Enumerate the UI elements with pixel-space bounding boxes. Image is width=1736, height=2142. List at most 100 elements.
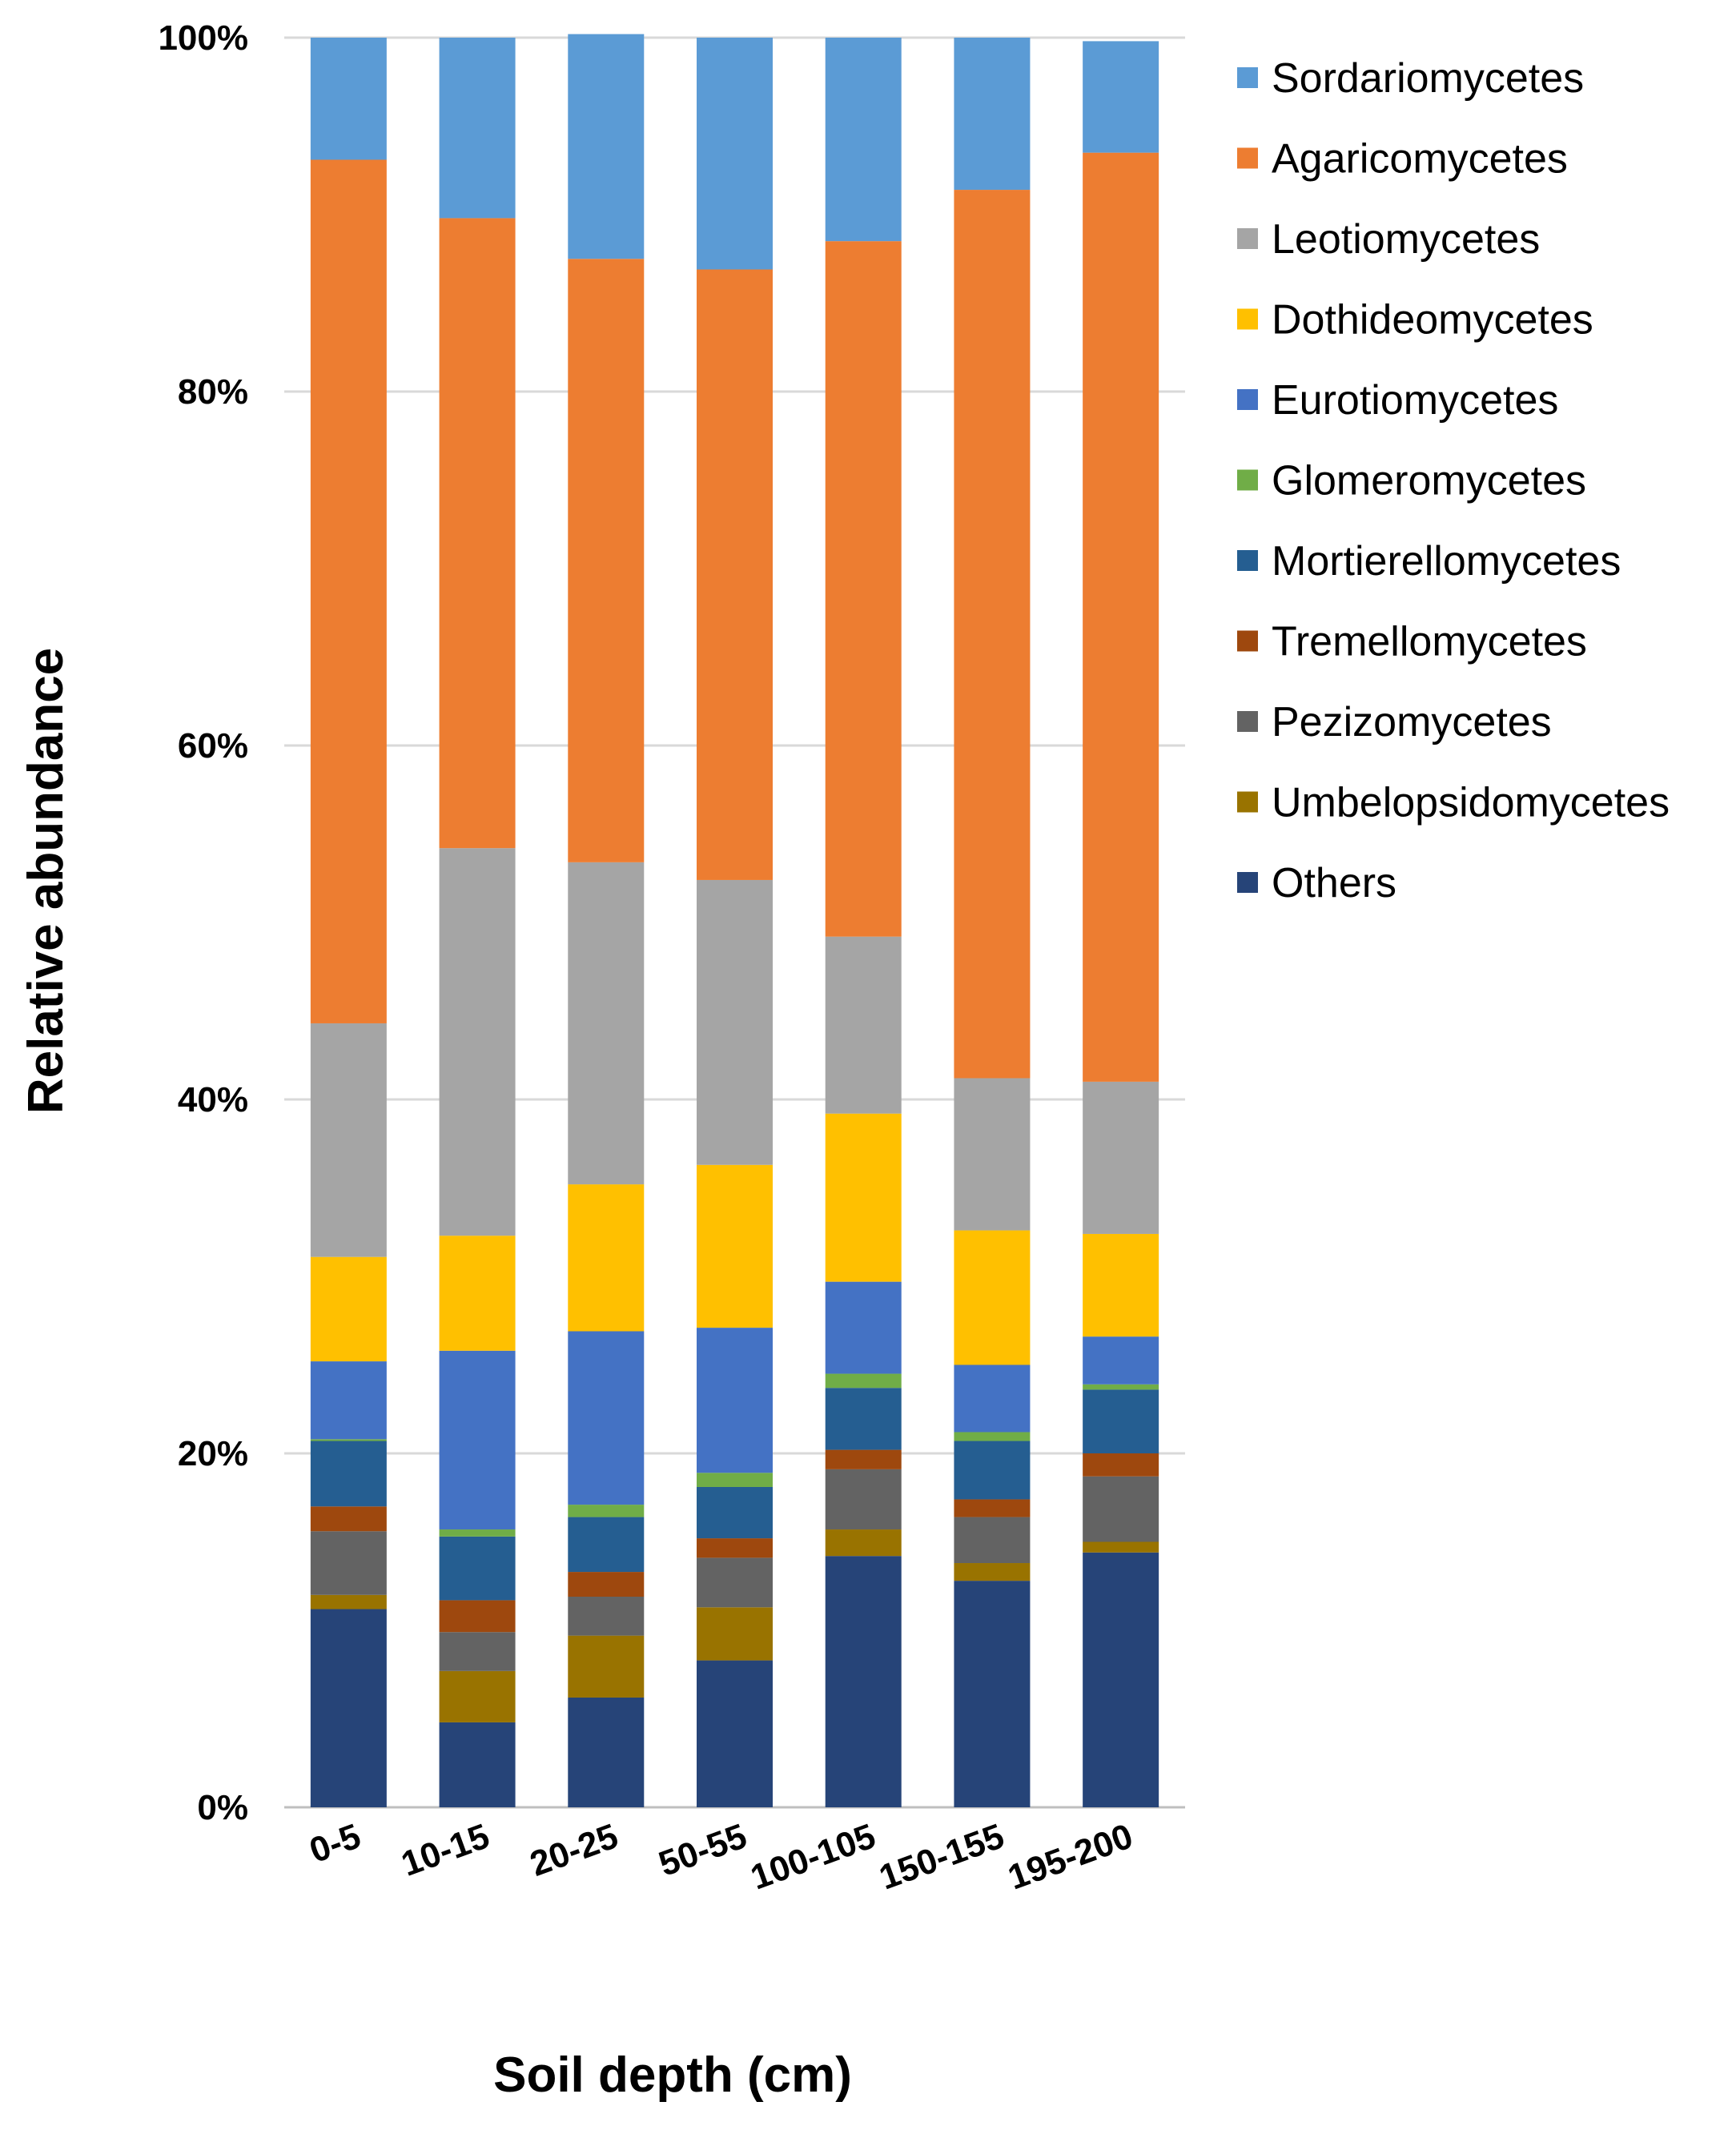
bar-stack-0-5 <box>310 38 387 1807</box>
legend-item-eurotiomycetes: Eurotiomycetes <box>1237 377 1558 424</box>
bar-segment-leotiomycetes <box>310 1023 387 1257</box>
bar-segment-leotiomycetes <box>439 848 516 1236</box>
legend-item-umbelopsidomycetes: Umbelopsidomycetes <box>1237 780 1670 826</box>
legend-swatch <box>1237 550 1258 571</box>
x-tick-label: 50-55 <box>653 1816 752 1884</box>
bar-segment-agaricomycetes <box>439 218 516 849</box>
bar-segment-agaricomycetes <box>954 190 1031 1079</box>
bar-segment-umbelopsidomycetes <box>439 1670 516 1722</box>
bar-segment-leotiomycetes <box>954 1078 1031 1231</box>
bar-segment-mortierellomycetes <box>1083 1389 1159 1453</box>
y-tick-label: 80% <box>178 372 248 412</box>
bar-segment-sordariomycetes <box>439 38 516 219</box>
bar-segment-eurotiomycetes <box>954 1364 1031 1433</box>
legend-label: Tremellomycetes <box>1272 619 1587 665</box>
bar-segment-pezizomycetes <box>568 1597 645 1636</box>
bar-segment-pezizomycetes <box>954 1517 1031 1564</box>
y-axis-ticks: 0% 20% 40% 60% 80% 100% <box>158 18 248 1827</box>
legend-swatch <box>1237 67 1258 88</box>
bar-segment-tremellomycetes <box>568 1572 645 1597</box>
bar-segment-glomeromycetes <box>954 1432 1031 1441</box>
legend-item-sordariomycetes: Sordariomycetes <box>1237 55 1584 102</box>
legend-swatch <box>1237 872 1258 893</box>
bar-segment-mortierellomycetes <box>697 1486 773 1539</box>
bar-segment-eurotiomycetes <box>439 1350 516 1530</box>
bar-segment-umbelopsidomycetes <box>825 1529 902 1557</box>
legend-swatch <box>1237 147 1258 169</box>
bar-segment-agaricomycetes <box>825 241 902 937</box>
bar-segment-eurotiomycetes <box>310 1361 387 1440</box>
bar-segment-tremellomycetes <box>439 1600 516 1633</box>
bar-segment-dothideomycetes <box>1083 1233 1159 1337</box>
legend-item-others: Others <box>1237 860 1396 906</box>
bar-segment-dothideomycetes <box>310 1256 387 1362</box>
bar-segment-sordariomycetes <box>825 38 902 242</box>
x-axis-title: Soil depth (cm) <box>493 2048 852 2103</box>
bar-stack-100-105 <box>825 38 902 1807</box>
bar-segment-umbelopsidomycetes <box>310 1594 387 1610</box>
bar-segment-leotiomycetes <box>697 879 773 1165</box>
bar-segment-dothideomycetes <box>954 1230 1031 1365</box>
legend-swatch <box>1237 228 1258 249</box>
bar-segment-umbelopsidomycetes <box>568 1635 645 1698</box>
bar-segment-others <box>1083 1552 1159 1807</box>
x-tick-label: 150-155 <box>874 1816 1010 1897</box>
bar-segment-leotiomycetes <box>1083 1081 1159 1234</box>
bar-segment-umbelopsidomycetes <box>954 1563 1031 1581</box>
bar-segment-umbelopsidomycetes <box>697 1607 773 1661</box>
bar-segment-eurotiomycetes <box>697 1328 773 1473</box>
x-tick-label: 0-5 <box>304 1816 366 1871</box>
bar-segment-dothideomycetes <box>825 1113 902 1282</box>
y-tick-label: 60% <box>178 726 248 766</box>
y-tick-label: 100% <box>158 18 248 58</box>
bar-segment-eurotiomycetes <box>568 1331 645 1505</box>
legend-label: Others <box>1272 860 1396 906</box>
bar-segment-tremellomycetes <box>954 1499 1031 1517</box>
legend-swatch <box>1237 469 1258 491</box>
bar-segment-tremellomycetes <box>1083 1453 1159 1477</box>
bar-segment-glomeromycetes <box>697 1473 773 1487</box>
bar-segment-leotiomycetes <box>825 936 902 1114</box>
y-tick-label: 40% <box>178 1080 248 1119</box>
bar-segment-glomeromycetes <box>439 1529 516 1537</box>
legend-item-dothideomycetes: Dothideomycetes <box>1237 297 1593 344</box>
bar-segment-others <box>310 1609 387 1807</box>
bar-segment-pezizomycetes <box>1083 1476 1159 1542</box>
legend-swatch <box>1237 389 1258 410</box>
bar-stack-195-200 <box>1083 41 1159 1807</box>
bar-segment-glomeromycetes <box>310 1439 387 1441</box>
bar-segment-dothideomycetes <box>697 1164 773 1328</box>
bar-segment-pezizomycetes <box>697 1557 773 1608</box>
bar-segment-sordariomycetes <box>568 34 645 259</box>
legend-swatch <box>1237 630 1258 652</box>
legend-item-mortierellomycetes: Mortierellomycetes <box>1237 538 1621 585</box>
bar-segment-mortierellomycetes <box>954 1441 1031 1500</box>
legend-label: Umbelopsidomycetes <box>1272 780 1670 826</box>
bar-stack-150-155 <box>954 38 1031 1807</box>
legend-label: Dothideomycetes <box>1272 297 1593 344</box>
y-tick-label: 0% <box>197 1788 248 1827</box>
legend-label: Mortierellomycetes <box>1272 538 1621 585</box>
x-tick-label: 195-200 <box>1003 1816 1139 1897</box>
legend-item-glomeromycetes: Glomeromycetes <box>1237 458 1586 504</box>
bars <box>310 34 1159 1807</box>
legend-label: Leotiomycetes <box>1272 216 1540 263</box>
bar-stack-50-55 <box>697 38 773 1807</box>
bar-segment-others <box>825 1556 902 1807</box>
bar-segment-sordariomycetes <box>310 38 387 160</box>
legend-label: Sordariomycetes <box>1272 55 1584 102</box>
bar-segment-glomeromycetes <box>568 1505 645 1517</box>
bar-segment-others <box>568 1697 645 1807</box>
y-tick-label: 20% <box>178 1434 248 1473</box>
bar-segment-agaricomycetes <box>568 259 645 862</box>
legend-label: Agaricomycetes <box>1272 136 1568 183</box>
bar-segment-pezizomycetes <box>825 1469 902 1530</box>
legend-label: Eurotiomycetes <box>1272 377 1558 424</box>
bar-segment-glomeromycetes <box>1083 1384 1159 1390</box>
bar-segment-others <box>439 1722 516 1807</box>
bar-segment-sordariomycetes <box>1083 41 1159 153</box>
x-tick-label: 100-105 <box>745 1816 881 1897</box>
